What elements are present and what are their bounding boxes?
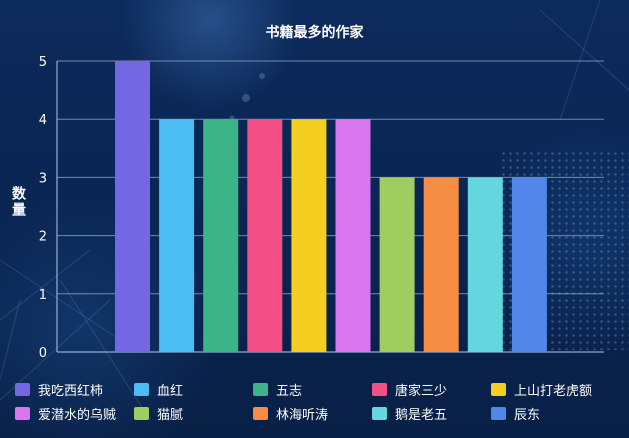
legend-item[interactable]: 唐家三少 — [372, 380, 491, 399]
bar-6[interactable]: 爱潜水的乌贼: 4 — [335, 119, 371, 352]
legend-item[interactable]: 林海听涛 — [253, 404, 372, 423]
y-tick-label: 3 — [39, 171, 47, 186]
y-axis-label: 数量 — [10, 186, 26, 218]
bar-3[interactable]: 五志: 4 — [203, 119, 239, 352]
legend-swatch — [491, 406, 506, 420]
legend-item[interactable]: 五志 — [253, 380, 372, 399]
legend-item[interactable]: 鹅是老五 — [372, 404, 491, 423]
chart-title: 书籍最多的作家 — [265, 25, 364, 41]
legend-swatch — [491, 382, 506, 396]
legend-swatch — [372, 406, 387, 420]
legend-label: 上山打老虎额 — [514, 383, 593, 399]
y-tick-label: 1 — [39, 288, 47, 303]
bar-7[interactable]: 猫腻: 3 — [379, 177, 415, 352]
legend-item[interactable]: 爱潜水的乌贼 — [15, 404, 134, 423]
y-tick-label: 0 — [39, 346, 47, 361]
legend-label: 辰东 — [514, 407, 541, 423]
legend-swatch — [134, 382, 149, 396]
legend-item[interactable]: 辰东 — [491, 404, 610, 423]
legend-swatch — [253, 406, 268, 420]
legend-item[interactable]: 上山打老虎额 — [491, 380, 610, 399]
legend-label: 爱潜水的乌贼 — [38, 407, 117, 423]
y-tick-label: 4 — [39, 113, 47, 128]
legend-label: 我吃西红柿 — [38, 383, 104, 399]
legend-swatch — [15, 382, 30, 396]
chart-legend: 我吃西红柿 血红 五志 唐家三少 上山打老虎额爱潜水的乌贼 猫腻 林海听涛 鹅是老五 辰东 — [15, 380, 625, 423]
bar-5[interactable]: 上山打老虎额: 4 — [291, 119, 327, 352]
bar-1[interactable]: 我吃西红柿: 5 — [115, 61, 150, 352]
bar-8[interactable]: 林海听涛: 3 — [423, 177, 459, 352]
legend-label: 猫腻 — [157, 407, 184, 423]
legend-label: 五志 — [276, 383, 303, 399]
y-tick-label: 5 — [39, 55, 47, 70]
legend-item[interactable]: 血红 — [134, 380, 253, 399]
y-tick-label: 2 — [39, 230, 47, 245]
bar-10[interactable]: 辰东: 3 — [511, 177, 547, 352]
legend-swatch — [253, 382, 268, 396]
legend-item[interactable]: 猫腻 — [134, 404, 253, 423]
legend-swatch — [134, 406, 149, 420]
legend-label: 血红 — [157, 383, 184, 399]
bar-9[interactable]: 鹅是老五: 3 — [467, 177, 503, 352]
bar-2[interactable]: 血红: 4 — [159, 119, 195, 352]
legend-swatch — [15, 406, 30, 420]
legend-label: 鹅是老五 — [395, 407, 448, 423]
legend-label: 唐家三少 — [395, 383, 448, 399]
legend-label: 林海听涛 — [276, 407, 329, 423]
bar-4[interactable]: 唐家三少: 4 — [247, 119, 283, 352]
legend-item[interactable]: 我吃西红柿 — [15, 380, 134, 399]
legend-swatch — [372, 382, 387, 396]
